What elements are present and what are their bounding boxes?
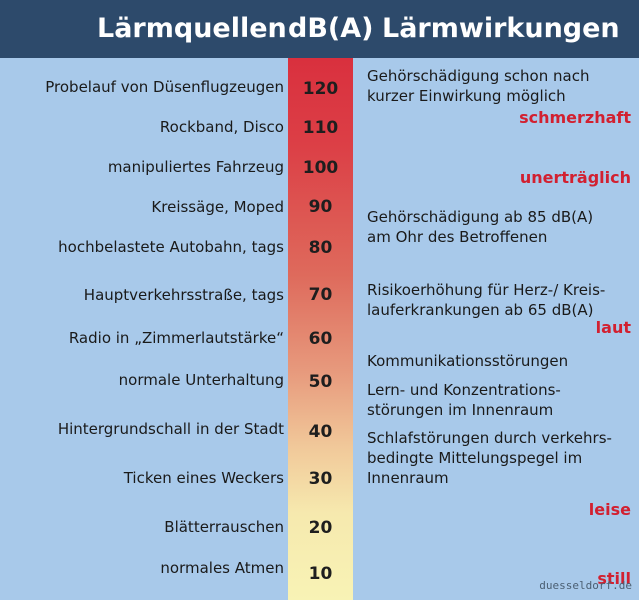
decibel-gradient-scale: [288, 58, 353, 600]
db-value: 90: [308, 197, 333, 217]
effect-text: Kommunikationsstörungen: [367, 352, 569, 370]
db-value: 80: [308, 238, 333, 258]
db-value: 100: [302, 158, 339, 178]
source-label: Radio in „Zimmerlautstärke“: [68, 329, 284, 347]
effect-text: Risikoerhöhung für Herz-/ Kreis-lauferkr…: [367, 281, 606, 319]
header-bar: Lärmquellen dB(A) Lärmwirkungen: [0, 0, 639, 58]
source-label: Hauptverkehrsstraße, tags: [83, 286, 284, 304]
level-label: leise: [588, 500, 631, 519]
level-label: laut: [595, 318, 631, 337]
source-label: Blätterrauschen: [164, 518, 284, 536]
source-label: normales Atmen: [160, 559, 284, 577]
source-label: manipuliertes Fahrzeug: [107, 158, 284, 176]
db-value: 10: [308, 564, 333, 584]
db-value: 120: [302, 79, 339, 99]
db-value: 70: [308, 285, 333, 305]
effect-text: Gehörschädigung ab 85 dB(A) am Ohr des Be…: [367, 208, 594, 246]
db-value: 20: [308, 518, 333, 538]
level-label: unerträglich: [519, 168, 631, 187]
db-value: 50: [308, 372, 333, 392]
source-label: hochbelastete Autobahn, tags: [58, 238, 284, 256]
source-label: normale Unterhaltung: [118, 371, 284, 389]
db-value: 110: [302, 118, 339, 138]
db-value: 40: [308, 422, 333, 442]
effect-text: Lern- und Konzentrations-störungen im In…: [367, 381, 561, 419]
level-label: schmerzhaft: [519, 108, 631, 127]
db-title: dB(A): [288, 13, 374, 44]
source-label: Kreissäge, Moped: [151, 198, 284, 216]
source-label: Hintergrundschall in der Stadt: [57, 420, 284, 438]
sources-title: Lärmquellen: [97, 13, 287, 44]
source-label: Rockband, Disco: [159, 118, 284, 136]
db-value: 30: [308, 469, 333, 489]
source-label: Probelauf von Düsenflugzeugen: [45, 78, 284, 96]
level-label: still: [597, 569, 631, 588]
source-label: Ticken eines Weckers: [123, 469, 284, 487]
effects-title: Lärmwirkungen: [382, 13, 620, 44]
effect-text: Gehörschädigung schon nach kurzer Einwirk…: [367, 67, 590, 105]
effect-text: Schlafstörungen durch verkehrs-bedingte …: [367, 429, 612, 487]
db-value: 60: [308, 329, 333, 349]
watermark: duesseldorf.de: [539, 579, 632, 592]
